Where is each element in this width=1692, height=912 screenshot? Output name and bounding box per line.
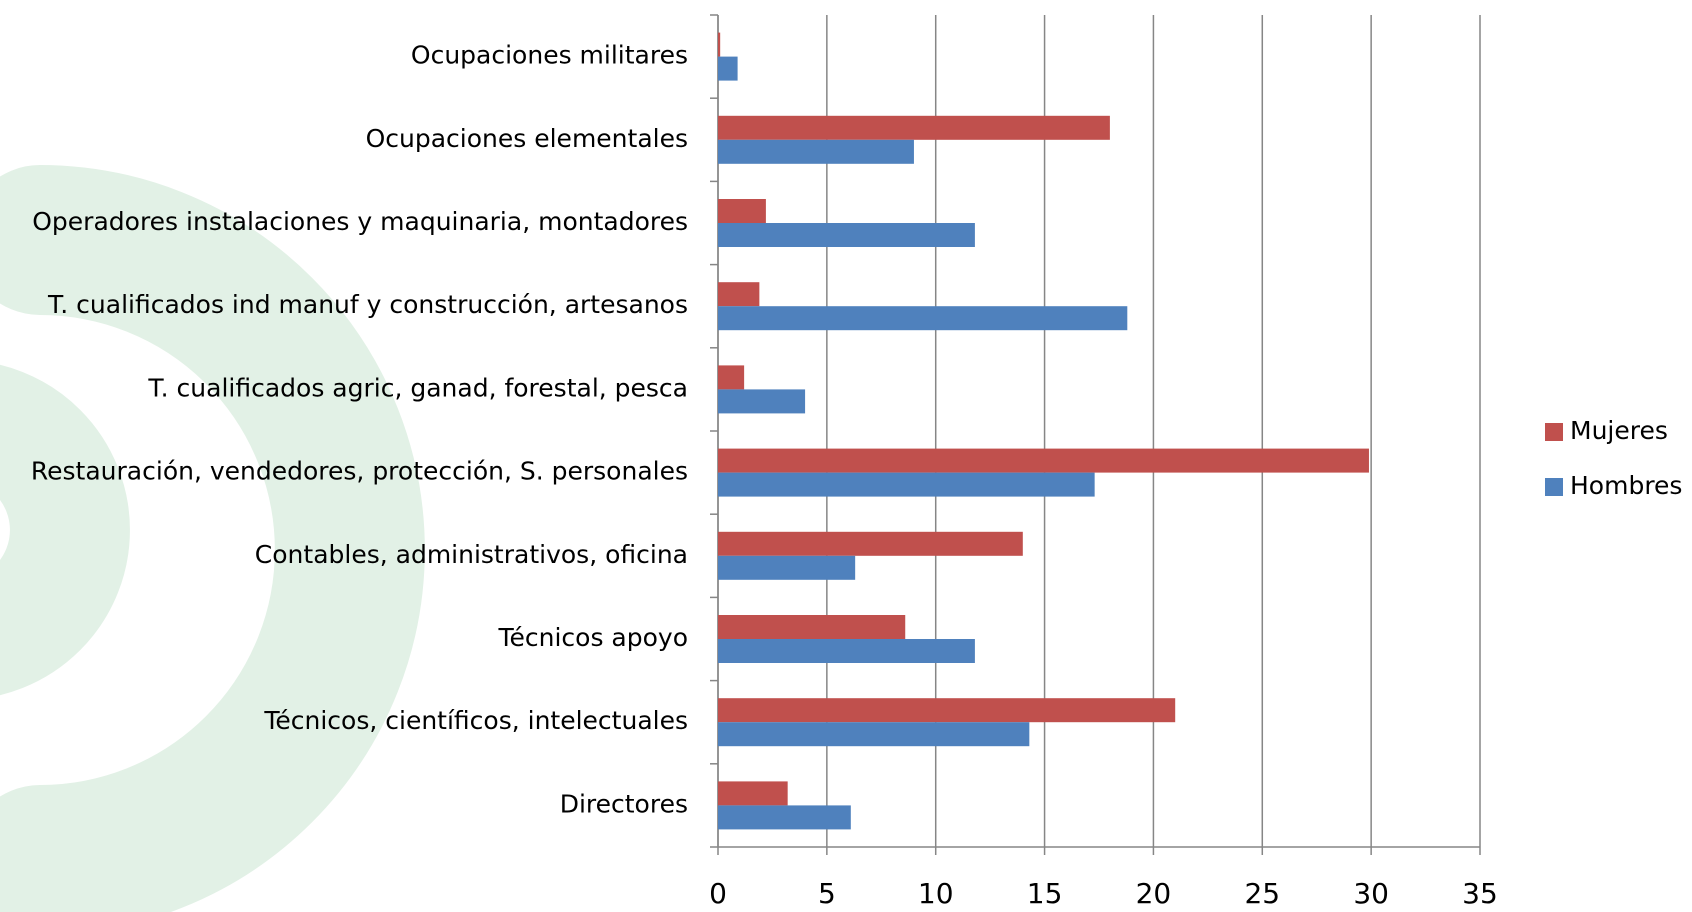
x-tick-label: 35 xyxy=(1462,877,1498,910)
bar xyxy=(718,139,914,164)
y-tick-label: Contables, administrativos, oficina xyxy=(255,540,688,569)
bar xyxy=(718,531,1023,556)
bar xyxy=(718,639,975,663)
x-tick-label: 30 xyxy=(1353,877,1389,910)
x-tick-label: 20 xyxy=(1136,877,1172,910)
background-decoration xyxy=(0,165,425,912)
bar xyxy=(718,199,766,223)
x-tick-label: 0 xyxy=(709,877,727,910)
y-tick-label: Operadores instalaciones y maquinaria, m… xyxy=(32,207,688,236)
bar xyxy=(718,306,1128,331)
x-tick-label: 25 xyxy=(1244,877,1280,910)
y-tick-label: Técnicos apoyo xyxy=(497,623,688,652)
bar xyxy=(718,615,906,639)
y-tick-label: Técnicos, científicos, intelectuales xyxy=(263,706,688,735)
y-tick-label: Directores xyxy=(560,789,688,818)
bar xyxy=(718,115,1110,140)
bar xyxy=(718,555,856,580)
bar xyxy=(718,698,1176,723)
bar xyxy=(718,472,1095,497)
x-tick-label: 5 xyxy=(818,877,836,910)
y-tick-label: T. cualificados agric, ganad, forestal, … xyxy=(147,373,688,402)
legend-label: Hombres xyxy=(1570,471,1682,500)
legend-label: Mujeres xyxy=(1570,416,1668,445)
legend-swatch xyxy=(1545,478,1563,496)
legend-swatch xyxy=(1545,423,1563,441)
bar xyxy=(718,282,760,307)
y-tick-label: Restauración, vendedores, protección, S.… xyxy=(31,457,688,486)
x-tick-label: 15 xyxy=(1027,877,1063,910)
y-tick-label: Ocupaciones elementales xyxy=(366,124,688,153)
bar xyxy=(718,448,1369,473)
bar xyxy=(718,365,745,390)
bar xyxy=(718,223,975,247)
bar xyxy=(718,805,851,830)
bar xyxy=(718,389,806,414)
bar xyxy=(718,56,738,81)
y-tick-label: T. cualificados ind manuf y construcción… xyxy=(47,290,688,319)
bar xyxy=(718,722,1030,747)
y-tick-label: Ocupaciones militares xyxy=(411,41,688,70)
bar xyxy=(718,32,721,57)
x-tick-label: 10 xyxy=(918,877,954,910)
bar xyxy=(718,781,788,806)
